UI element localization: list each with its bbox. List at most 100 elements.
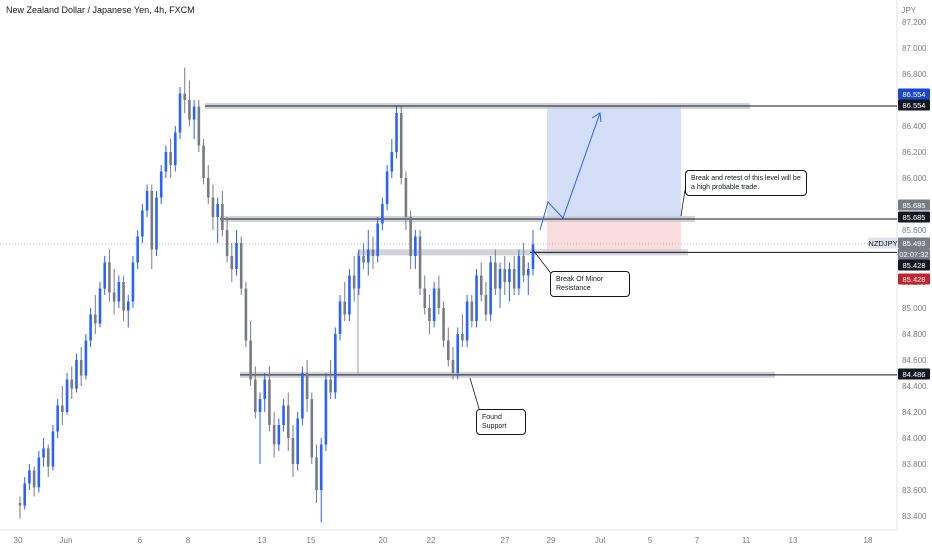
price-label-bg bbox=[898, 368, 930, 380]
candle-body bbox=[531, 244, 535, 269]
candle-body bbox=[32, 470, 36, 488]
price-label-text: 85.493 bbox=[903, 239, 926, 248]
price-label: 85.493 bbox=[898, 237, 930, 249]
annotation-break-retest: Break and retest of this level will be a… bbox=[685, 170, 807, 197]
candle-body bbox=[371, 249, 375, 256]
candle-body bbox=[334, 334, 337, 393]
candle-body bbox=[451, 360, 455, 373]
candle bbox=[414, 230, 417, 269]
candle bbox=[423, 275, 427, 315]
x-tick-label: 30 bbox=[14, 536, 23, 545]
candle bbox=[498, 262, 502, 308]
candle-body bbox=[235, 243, 238, 269]
annotation-found-support: Found Support bbox=[476, 409, 526, 436]
candle-body bbox=[409, 217, 412, 256]
candle bbox=[23, 477, 27, 510]
candle-body bbox=[155, 197, 158, 250]
candle bbox=[65, 373, 69, 415]
candle bbox=[305, 360, 309, 412]
candle-body bbox=[423, 288, 427, 308]
candle bbox=[470, 295, 474, 328]
candle bbox=[385, 165, 389, 211]
candle bbox=[395, 106, 398, 159]
candle-body bbox=[164, 152, 168, 172]
candle bbox=[216, 197, 219, 243]
candle-body bbox=[414, 236, 417, 256]
candle bbox=[451, 347, 455, 380]
candle bbox=[517, 249, 521, 295]
candle-body bbox=[461, 334, 464, 341]
candle bbox=[263, 373, 267, 412]
candle-body bbox=[526, 269, 530, 276]
candle bbox=[310, 392, 314, 464]
candle bbox=[192, 100, 196, 139]
y-tick-label: 84.400 bbox=[902, 382, 927, 391]
candle-body bbox=[51, 431, 55, 467]
target-zone bbox=[547, 105, 681, 219]
y-tick-label: 87.200 bbox=[902, 18, 927, 27]
y-tick-label: 86.800 bbox=[902, 70, 927, 79]
candle bbox=[61, 386, 64, 425]
candle-body bbox=[376, 223, 379, 256]
candle bbox=[301, 366, 304, 425]
candle bbox=[437, 275, 441, 315]
x-tick-label: Jun bbox=[60, 536, 73, 545]
candle-body bbox=[192, 106, 196, 120]
candle bbox=[51, 425, 55, 471]
candle bbox=[249, 321, 252, 386]
candle bbox=[126, 295, 130, 328]
candle bbox=[348, 269, 351, 321]
candle-body bbox=[197, 106, 201, 146]
price-label-bg bbox=[898, 273, 930, 285]
candle-body bbox=[18, 503, 22, 506]
candle bbox=[112, 269, 116, 315]
candle-body bbox=[108, 262, 111, 293]
candle bbox=[131, 256, 135, 308]
candle bbox=[334, 327, 337, 399]
candle-body bbox=[216, 204, 219, 217]
candle-body bbox=[366, 249, 370, 263]
x-tick-label: 27 bbox=[501, 536, 510, 545]
candle bbox=[117, 275, 121, 308]
price-label: 86.554 bbox=[898, 88, 930, 100]
candle bbox=[150, 184, 154, 269]
candle-body bbox=[517, 256, 521, 289]
candle bbox=[409, 210, 412, 269]
candle-body bbox=[296, 418, 299, 464]
candle bbox=[174, 126, 177, 172]
candle bbox=[28, 464, 31, 490]
price-label-bg bbox=[898, 199, 930, 211]
price-label-bg bbox=[898, 237, 930, 249]
price-label-text: 85.428 bbox=[903, 275, 926, 284]
candle-body bbox=[319, 444, 323, 490]
candle bbox=[428, 295, 431, 334]
candle bbox=[319, 438, 323, 523]
candle-body bbox=[470, 301, 474, 321]
x-tick-label: 13 bbox=[258, 536, 267, 545]
candle bbox=[461, 314, 464, 347]
candle-body bbox=[277, 425, 281, 445]
candle-body bbox=[89, 314, 92, 341]
candle bbox=[508, 262, 511, 302]
candle bbox=[484, 282, 488, 321]
y-tick-label: 85.600 bbox=[902, 226, 927, 235]
candle bbox=[315, 444, 318, 503]
candle bbox=[404, 171, 408, 230]
candle bbox=[512, 256, 516, 295]
candle bbox=[197, 100, 201, 152]
candle-body bbox=[315, 457, 318, 490]
candle bbox=[475, 269, 478, 328]
price-label: 85.428 bbox=[898, 259, 930, 271]
candle-body bbox=[239, 243, 243, 289]
y-tick-label: 86.200 bbox=[902, 148, 927, 157]
candle-body bbox=[484, 295, 488, 315]
candle bbox=[103, 256, 107, 295]
annotation-minor-resistance: Break Of Minor Resistance bbox=[550, 271, 630, 298]
candle bbox=[258, 392, 262, 464]
candle-body bbox=[456, 334, 459, 373]
x-tick-label: Jul bbox=[595, 536, 605, 545]
price-label-text: 85.685 bbox=[903, 213, 926, 222]
price-label: 85.685 bbox=[898, 199, 930, 211]
